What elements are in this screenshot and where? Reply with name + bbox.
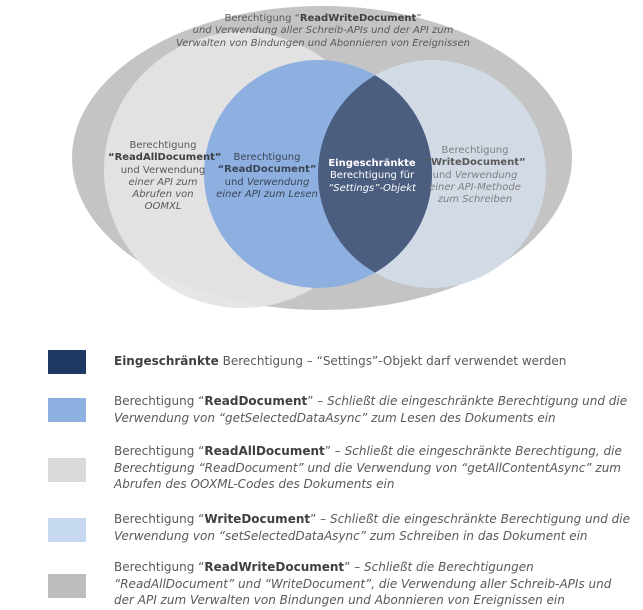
- legend-swatch-restricted: [48, 350, 86, 374]
- restricted-label: Eingeschränkte Berechtigung für “Setting…: [328, 158, 416, 194]
- read-label: Berechtigung “ReadDocument” und Verwendu…: [216, 152, 318, 200]
- legend-text-readall: Berechtigung “ReadAllDocument” – Schließ…: [114, 444, 622, 492]
- legend-swatch-readall: [48, 458, 86, 482]
- legend-text-read: Berechtigung “ReadDocument” – Schließt d…: [114, 394, 628, 425]
- readall-label: Berechtigung “ReadAllDocument” und Verwe…: [108, 140, 222, 213]
- overlap-restricted: [318, 60, 432, 288]
- write-label: Berechtigung “WriteDocument” und Verwend…: [424, 145, 526, 206]
- legend-swatch-readwrite: [48, 574, 86, 598]
- legend-swatch-write: [48, 518, 86, 542]
- legend-text-write: Berechtigung “WriteDocument” – Schließt …: [114, 512, 630, 543]
- venn-svg: [72, 6, 572, 310]
- legend-text-readwrite: Berechtigung “ReadWriteDocument” – Schli…: [114, 560, 612, 608]
- permissions-venn-diagram: Berechtigung “ReadWriteDocument” und Ver…: [72, 6, 572, 310]
- outer-label: Berechtigung “ReadWriteDocument” und Ver…: [176, 13, 470, 49]
- legend-text-restricted: Eingeschränkte Berechtigung – “Settings”…: [114, 354, 567, 368]
- legend-swatch-read: [48, 398, 86, 422]
